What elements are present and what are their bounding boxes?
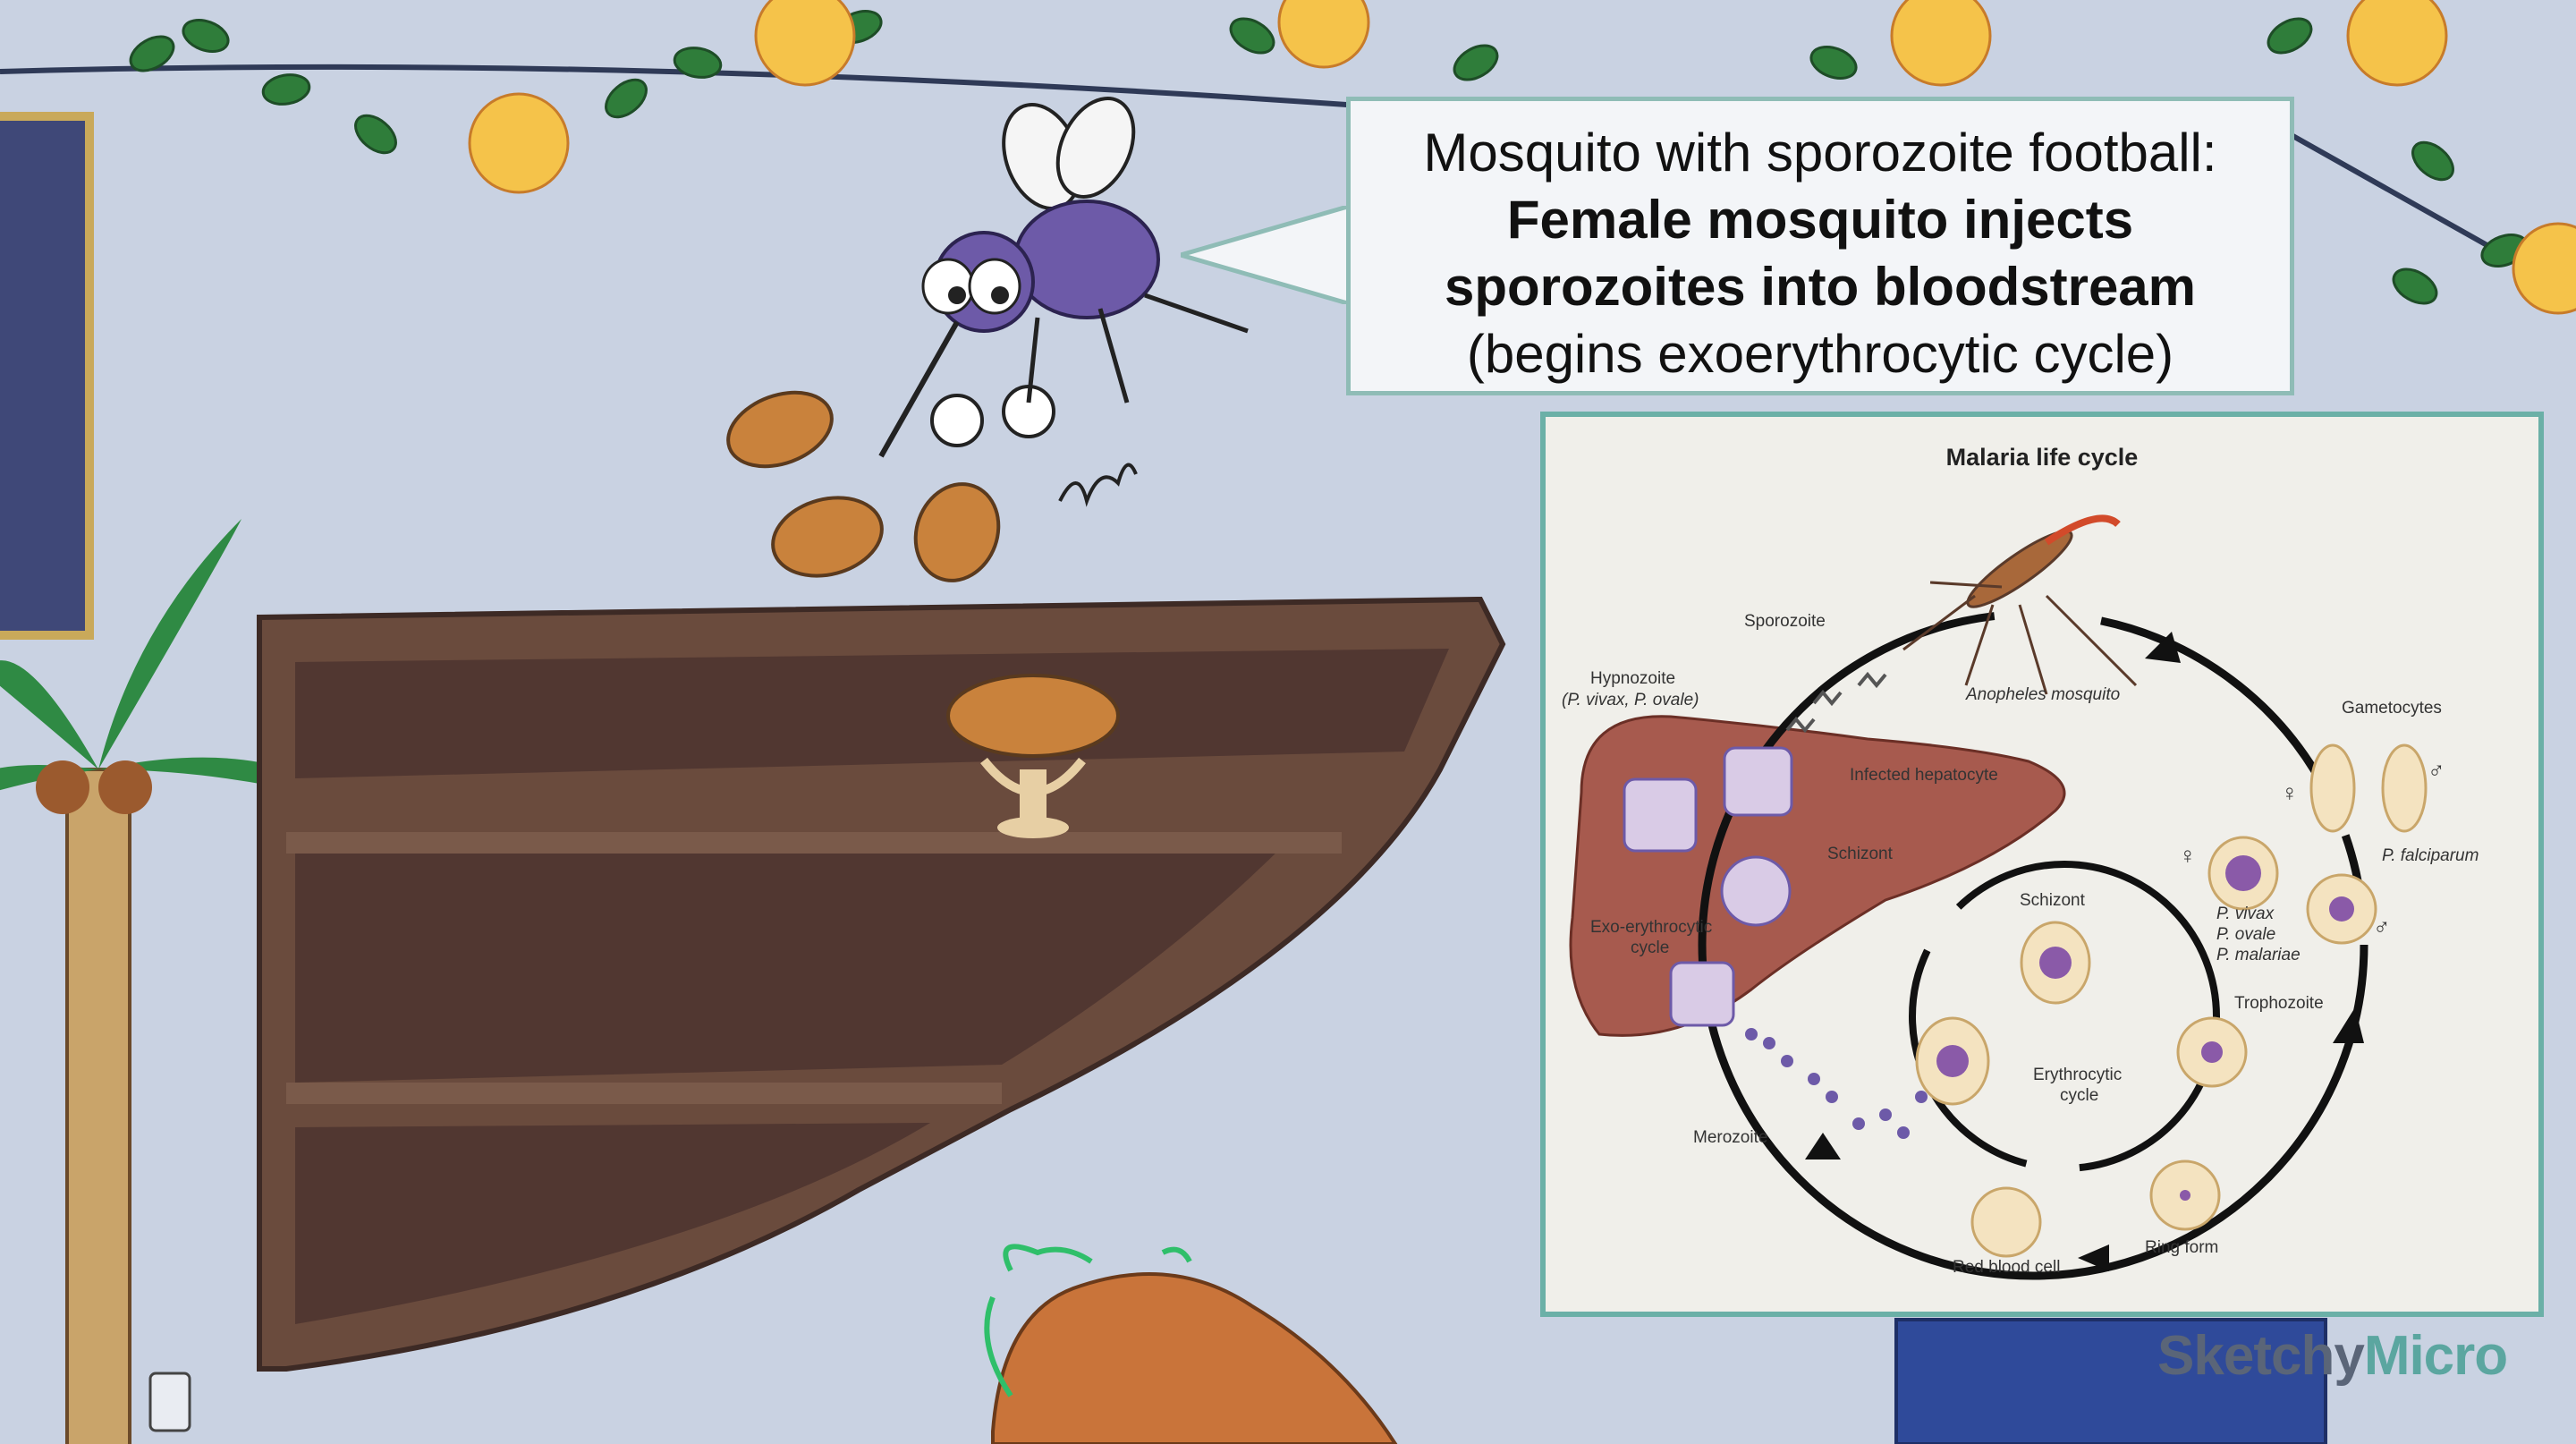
label-hypnozoite-species: (P. vivax, P. ovale) [1562, 691, 1699, 709]
wall-outlet [148, 1372, 191, 1432]
label-exo-cycle: Exo-erythrocytic [1590, 918, 1713, 937]
football-trophy [946, 674, 1120, 838]
label-ring-form: Ring form [2145, 1238, 2219, 1257]
liver-illustration [1569, 715, 2066, 1037]
label-p-vivax: P. vivax [2216, 905, 2275, 923]
caption-line-2: Female mosquito injects [1506, 190, 2134, 250]
wall-picture [0, 112, 94, 640]
label-red-blood-cell: Red blood cell [1953, 1258, 2061, 1277]
inner-cycle-path [1909, 861, 2220, 1172]
label-infected-hepatocyte: Infected hepatocyte [1850, 766, 1998, 785]
caption-line-3: sporozoites into bloodstream [1444, 257, 2197, 317]
malaria-life-cycle-diagram: Malaria life cycle [1540, 412, 2544, 1317]
label-p-ovale: P. ovale [2216, 925, 2276, 944]
label-p-falciparum: P. falciparum [2382, 846, 2479, 865]
male-symbol-2: ♂ [2373, 913, 2391, 940]
wall-poster [1894, 1318, 2327, 1444]
label-erythrocytic-cycle-2: cycle [2060, 1086, 2099, 1105]
wall-shelf [257, 596, 1506, 1372]
label-anopheles: Anopheles mosquito [1966, 685, 2121, 704]
label-gametocytes: Gametocytes [2342, 699, 2442, 718]
label-exo-cycle-2: cycle [1631, 939, 1670, 957]
caption-callout: Mosquito with sporozoite football: Femal… [1346, 97, 2294, 395]
sporozoite-squiggles [1785, 671, 1887, 734]
label-trophozoite: Trophozoite [2234, 994, 2324, 1013]
label-p-malariae: P. malariae [2216, 946, 2301, 964]
sporozoite-footballs [726, 390, 1001, 582]
callout-pointer [1181, 206, 1358, 304]
outer-cycle-path [1698, 609, 2368, 1280]
merozoite-particles [1745, 1028, 1928, 1139]
garland [129, 0, 2576, 315]
hepatocyte-cells [1623, 746, 1793, 1027]
male-symbol-1: ♂ [2428, 757, 2445, 784]
female-symbol-1: ♀ [2281, 779, 2299, 806]
diagram-title: Malaria life cycle [1945, 444, 2139, 471]
brand-micro: Micro [2363, 1325, 2508, 1387]
diagram-artwork [1569, 514, 2428, 1280]
label-schizont-liver: Schizont [1827, 845, 1893, 863]
label-merozoite: Merozoite [1693, 1128, 1768, 1147]
caption-line-4: (begins exoerythrocytic cycle) [1466, 324, 2174, 384]
sketchymicro-logo: SketchyMicro [2157, 1324, 2508, 1388]
caption-line-1: Mosquito with sporozoite football: [1423, 123, 2217, 183]
student-character [984, 1244, 1398, 1444]
label-hypnozoite: Hypnozoite [1590, 669, 1676, 688]
label-sporozoite: Sporozoite [1744, 612, 1826, 631]
label-schizont-blood: Schizont [2020, 891, 2085, 910]
anopheles-mosquito-illustration [1902, 514, 2138, 695]
mosquito-character [878, 97, 1249, 507]
palm-tree [0, 519, 358, 1444]
label-erythrocytic-cycle: Erythrocytic [2033, 1066, 2123, 1084]
female-symbol-2: ♀ [2179, 842, 2197, 869]
brand-sketchy: Sketchy [2157, 1325, 2365, 1387]
